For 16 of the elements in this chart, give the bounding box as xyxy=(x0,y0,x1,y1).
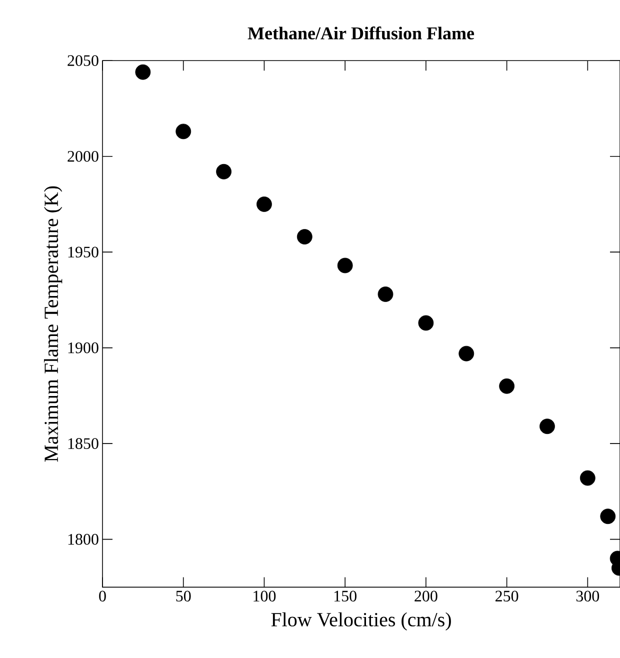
x-tick-label: 200 xyxy=(414,590,438,602)
x-axis-title: Flow Velocities (cm/s) xyxy=(271,612,451,630)
x-tick-label: 250 xyxy=(496,590,518,602)
x-tick-label: 0 xyxy=(99,590,106,602)
y-tick-label: 1900 xyxy=(68,342,98,354)
y-tick-label: 2000 xyxy=(68,150,98,162)
chart-title: Methane/Air Diffusion Flame xyxy=(248,26,474,40)
x-tick-label: 150 xyxy=(334,590,356,602)
y-tick-label: 1850 xyxy=(68,438,98,449)
y-tick-label: 1800 xyxy=(68,534,98,545)
x-tick-label: 100 xyxy=(254,590,276,602)
y-axis-title: Maximum Flame Temperature (K) xyxy=(44,186,62,462)
x-tick-label: 300 xyxy=(576,590,600,602)
x-tick-label: 50 xyxy=(176,590,191,602)
y-tick-label: 2050 xyxy=(68,55,98,66)
y-tick-label: 1950 xyxy=(68,246,98,258)
